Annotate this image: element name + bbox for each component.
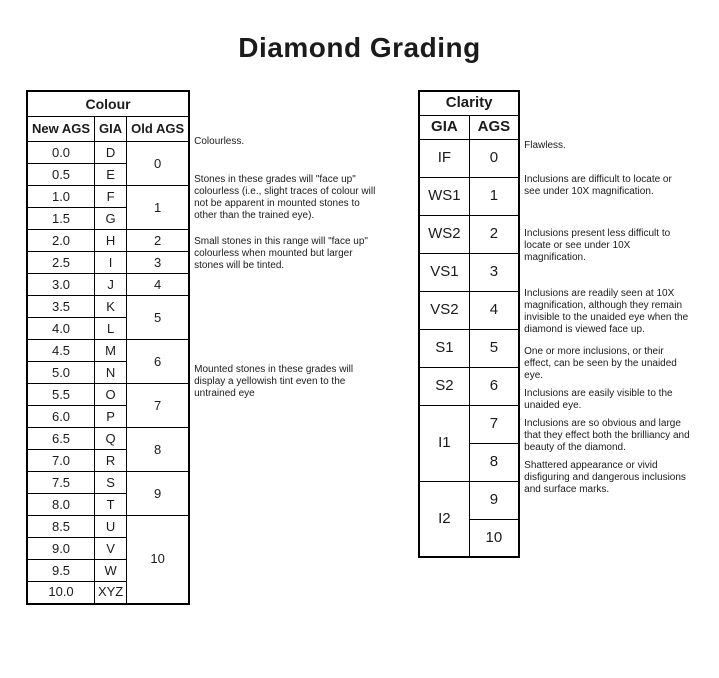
colour-desc-1: Stones in these grades will "face up" co…	[194, 174, 380, 222]
table-cell: 4	[469, 291, 519, 329]
table-cell: 6.0	[27, 406, 95, 428]
clarity-desc-6: Inclusions are so obvious and large that…	[524, 418, 690, 454]
table-cell: O	[95, 384, 127, 406]
colour-desc-0: Colourless.	[194, 136, 380, 148]
colour-desc-4: Mounted stones in these grades will disp…	[194, 364, 380, 400]
table-cell: T	[95, 494, 127, 516]
table-cell: 2	[469, 215, 519, 253]
table-cell: 5.0	[27, 362, 95, 384]
table-cell: 7	[469, 405, 519, 443]
table-cell: WS1	[419, 177, 469, 215]
table-cell: IF	[419, 139, 469, 177]
table-cell: M	[95, 340, 127, 362]
table-cell: 1	[469, 177, 519, 215]
clarity-desc-2: Inclusions present less difficult to loc…	[524, 228, 690, 264]
table-cell: I1	[419, 405, 469, 481]
table-cell: 5.5	[27, 384, 95, 406]
clarity-header: Clarity	[419, 91, 519, 115]
table-cell: 5	[127, 296, 189, 340]
table-cell: 9.5	[27, 560, 95, 582]
table-cell: 4.0	[27, 318, 95, 340]
table-cell: H	[95, 230, 127, 252]
table-cell: 10	[469, 519, 519, 557]
table-cell: 9	[469, 481, 519, 519]
table-cell: XYZ	[95, 582, 127, 604]
table-cell: K	[95, 296, 127, 318]
table-cell: VS2	[419, 291, 469, 329]
table-cell: 7.5	[27, 472, 95, 494]
table-cell: 2	[127, 230, 189, 252]
col-new-ags: New AGS	[27, 117, 95, 142]
table-cell: WS2	[419, 215, 469, 253]
table-cell: V	[95, 538, 127, 560]
clarity-section: Clarity GIA AGS IF0 WS11 WS22 VS13 VS24 …	[418, 90, 690, 605]
table-cell: 1.5	[27, 208, 95, 230]
table-cell: 10.0	[27, 582, 95, 604]
colour-header: Colour	[27, 91, 189, 117]
table-cell: 3	[469, 253, 519, 291]
table-cell: 1	[127, 186, 189, 230]
clarity-col-gia: GIA	[419, 115, 469, 139]
table-cell: 4.5	[27, 340, 95, 362]
table-cell: 8	[469, 443, 519, 481]
clarity-desc-5: Inclusions are easily visible to the una…	[524, 388, 690, 412]
clarity-table: Clarity GIA AGS IF0 WS11 WS22 VS13 VS24 …	[418, 90, 520, 558]
table-cell: 1.0	[27, 186, 95, 208]
table-cell: S2	[419, 367, 469, 405]
table-cell: 4	[127, 274, 189, 296]
table-cell: 0	[127, 142, 189, 186]
table-cell: L	[95, 318, 127, 340]
table-cell: 6.5	[27, 428, 95, 450]
col-gia: GIA	[95, 117, 127, 142]
table-cell: 3.0	[27, 274, 95, 296]
table-cell: 7.0	[27, 450, 95, 472]
table-cell: W	[95, 560, 127, 582]
table-cell: 7	[127, 384, 189, 428]
table-cell: 3	[127, 252, 189, 274]
col-old-ags: Old AGS	[127, 117, 189, 142]
table-cell: R	[95, 450, 127, 472]
table-cell: J	[95, 274, 127, 296]
table-cell: 0	[469, 139, 519, 177]
table-cell: 3.5	[27, 296, 95, 318]
table-cell: I2	[419, 481, 469, 557]
table-cell: 0.5	[27, 164, 95, 186]
clarity-desc-4: One or more inclusions, or their effect,…	[524, 346, 690, 382]
table-cell: 2.5	[27, 252, 95, 274]
table-cell: P	[95, 406, 127, 428]
table-cell: 5	[469, 329, 519, 367]
table-cell: 0.0	[27, 142, 95, 164]
clarity-desc-7: Shattered appearance or vivid disfigurin…	[524, 460, 690, 496]
colour-desc-3	[194, 286, 380, 350]
page-title: Diamond Grading	[26, 32, 693, 64]
clarity-desc-1: Inclusions are difficult to locate or se…	[524, 174, 690, 198]
table-cell: 6	[127, 340, 189, 384]
colour-section: Colour New AGS GIA Old AGS 0.0D0 0.5E 1.…	[26, 90, 380, 605]
table-cell: 8.0	[27, 494, 95, 516]
table-cell: S1	[419, 329, 469, 367]
clarity-col-ags: AGS	[469, 115, 519, 139]
colour-table: Colour New AGS GIA Old AGS 0.0D0 0.5E 1.…	[26, 90, 190, 605]
table-cell: 2.0	[27, 230, 95, 252]
table-cell: VS1	[419, 253, 469, 291]
table-cell: G	[95, 208, 127, 230]
table-cell: Q	[95, 428, 127, 450]
table-cell: U	[95, 516, 127, 538]
table-cell: D	[95, 142, 127, 164]
table-cell: 8.5	[27, 516, 95, 538]
table-cell: 6	[469, 367, 519, 405]
table-cell: 9.0	[27, 538, 95, 560]
clarity-desc-3: Inclusions are readily seen at 10X magni…	[524, 288, 690, 336]
table-cell: S	[95, 472, 127, 494]
table-cell: F	[95, 186, 127, 208]
table-cell: 8	[127, 428, 189, 472]
colour-desc-2: Small stones in this range will "face up…	[194, 236, 380, 272]
table-cell: 10	[127, 516, 189, 604]
table-cell: N	[95, 362, 127, 384]
clarity-desc-0: Flawless.	[524, 140, 690, 152]
table-cell: I	[95, 252, 127, 274]
table-cell: 9	[127, 472, 189, 516]
table-cell: E	[95, 164, 127, 186]
